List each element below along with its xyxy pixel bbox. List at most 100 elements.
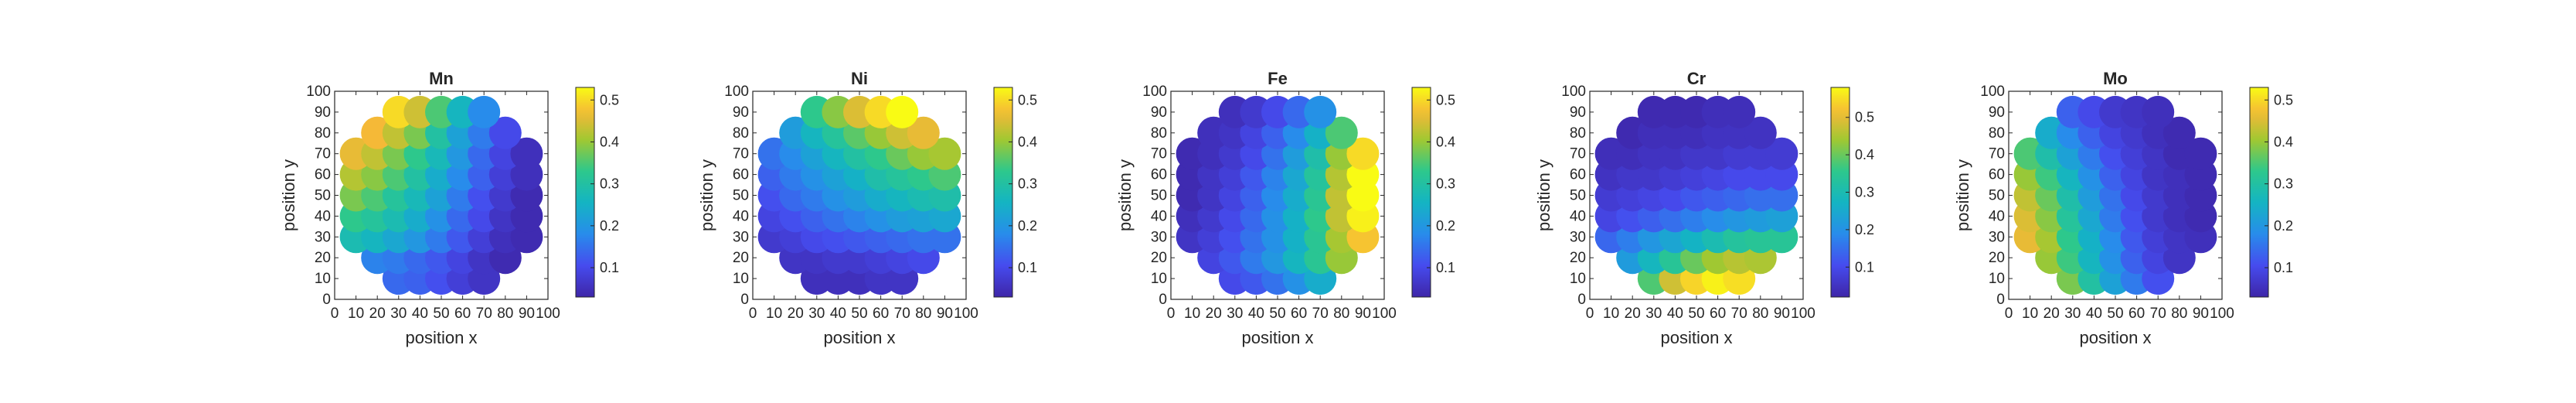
x-tick-label: 20 [2043,306,2060,322]
y-tick-label: 60 [1151,167,1167,183]
x-tick-label: 70 [2150,306,2166,322]
y-tick-label: 90 [315,104,331,121]
colorbar-tick-label: 0.3 [600,176,619,192]
x-axis-label: position x [2080,328,2152,347]
y-tick-label: 20 [315,250,331,266]
cell-group [1594,95,1798,295]
x-axis-label: position x [824,328,896,347]
x-axis-label: position x [1242,328,1314,347]
colorbar-tick-label: 0.3 [2274,176,2293,192]
x-tick-label: 80 [497,306,513,322]
colorbar-tick-label: 0.5 [1855,110,1874,125]
colorbar [575,87,595,298]
x-tick-label: 100 [1372,306,1397,322]
cell-marker [510,137,543,170]
y-tick-label: 0 [740,292,749,308]
x-tick-label: 30 [1227,306,1243,322]
colorbar-tick-label: 0.2 [600,218,619,234]
y-tick-label: 100 [724,84,749,100]
x-tick-label: 60 [1291,306,1307,322]
x-tick-label: 80 [2171,306,2187,322]
x-tick-label: 40 [1248,306,1264,322]
x-tick-label: 90 [1774,306,1790,322]
colorbar [993,87,1013,298]
colorbar-tick-label: 0.5 [600,92,619,108]
y-tick-label: 0 [1577,292,1586,308]
panel-mo: 0 10 20 30 40 50 60 70 80 90 100010203040506070809… [1953,69,2293,347]
cell-marker [928,137,961,170]
y-tick-label: 10 [733,271,749,287]
y-tick-label: 90 [1570,104,1586,121]
x-tick-label: 60 [454,306,471,322]
y-tick-label: 90 [1989,104,2005,121]
x-tick-label: 20 [369,306,386,322]
chart-title: Fe [1268,69,1288,88]
y-tick-label: 60 [1570,167,1586,183]
colorbar-tick-label: 0.4 [600,134,619,149]
y-tick-label: 80 [1151,125,1167,142]
x-tick-label: 60 [873,306,889,322]
colorbar [1411,87,1431,298]
y-tick-label: 70 [1989,146,2005,162]
y-axis-label: position y [697,159,716,231]
y-axis-label: position y [1115,159,1135,231]
cell-marker [2184,137,2217,170]
y-tick-label: 70 [315,146,331,162]
x-tick-label: 70 [476,306,492,322]
x-tick-label: 80 [1333,306,1349,322]
y-tick-label: 80 [1570,125,1586,142]
y-tick-label: 80 [315,125,331,142]
y-tick-label: 20 [1151,250,1167,266]
colorbar-tick-label: 0.2 [2274,218,2293,234]
y-tick-label: 30 [315,229,331,245]
y-tick-label: 40 [315,208,331,224]
y-tick-label: 0 [322,292,331,308]
x-tick-label: 100 [1791,306,1815,322]
colorbar-tick-label: 0.1 [2274,260,2293,275]
y-tick-label: 50 [315,188,331,204]
cell-group [339,95,543,295]
y-tick-label: 80 [733,125,749,142]
y-tick-label: 40 [733,208,749,224]
y-axis-label: position y [279,159,298,231]
y-tick-label: 40 [1151,208,1167,224]
x-tick-label: 90 [937,306,953,322]
x-tick-label: 100 [2210,306,2234,322]
y-tick-label: 100 [1561,84,1586,100]
y-axis-label: position y [1953,159,1972,231]
x-tick-label: 40 [412,306,428,322]
x-tick-label: 60 [2129,306,2145,322]
colorbar-tick-label: 0.2 [1855,222,1874,237]
x-tick-label: 70 [1731,306,1747,322]
panel-mn: 0 10 20 30 40 50 60 70 80 90 100010203040506070809… [279,69,619,347]
x-tick-label: 50 [851,306,867,322]
y-tick-label: 60 [733,167,749,183]
x-tick-label: 50 [433,306,449,322]
x-axis-label: position x [1661,328,1733,347]
colorbar-tick-label: 0.4 [1018,134,1037,149]
panel-ni: 0 10 20 30 40 50 60 70 80 90 100010203040506070809… [697,69,1037,347]
y-tick-label: 30 [1570,229,1586,245]
y-tick-label: 50 [1570,188,1586,204]
x-tick-label: 0 [1167,306,1176,322]
y-tick-label: 50 [1989,188,2005,204]
x-tick-label: 100 [536,306,560,322]
y-tick-label: 60 [1989,167,2005,183]
y-tick-label: 90 [733,104,749,121]
x-axis-label: position x [406,328,478,347]
x-tick-label: 0 [1586,306,1594,322]
x-tick-label: 20 [1625,306,1641,322]
y-tick-label: 90 [1151,104,1167,121]
panel-fe: 0 10 20 30 40 50 60 70 80 90 100010203040506070809… [1115,69,1455,347]
colorbar-tick-label: 0.4 [1436,134,1455,149]
cell-marker [886,95,919,128]
colorbar-tick-label: 0.1 [1018,260,1037,275]
x-tick-label: 10 [2022,306,2038,322]
y-tick-label: 40 [1570,208,1586,224]
y-tick-label: 70 [733,146,749,162]
cell-marker [1325,116,1358,149]
panel-cr: 0 10 20 30 40 50 60 70 80 90 100010203040506070809… [1534,69,1874,347]
colorbar-tick-label: 0.3 [1855,185,1874,200]
y-tick-label: 100 [1142,84,1167,100]
x-tick-label: 90 [2193,306,2209,322]
